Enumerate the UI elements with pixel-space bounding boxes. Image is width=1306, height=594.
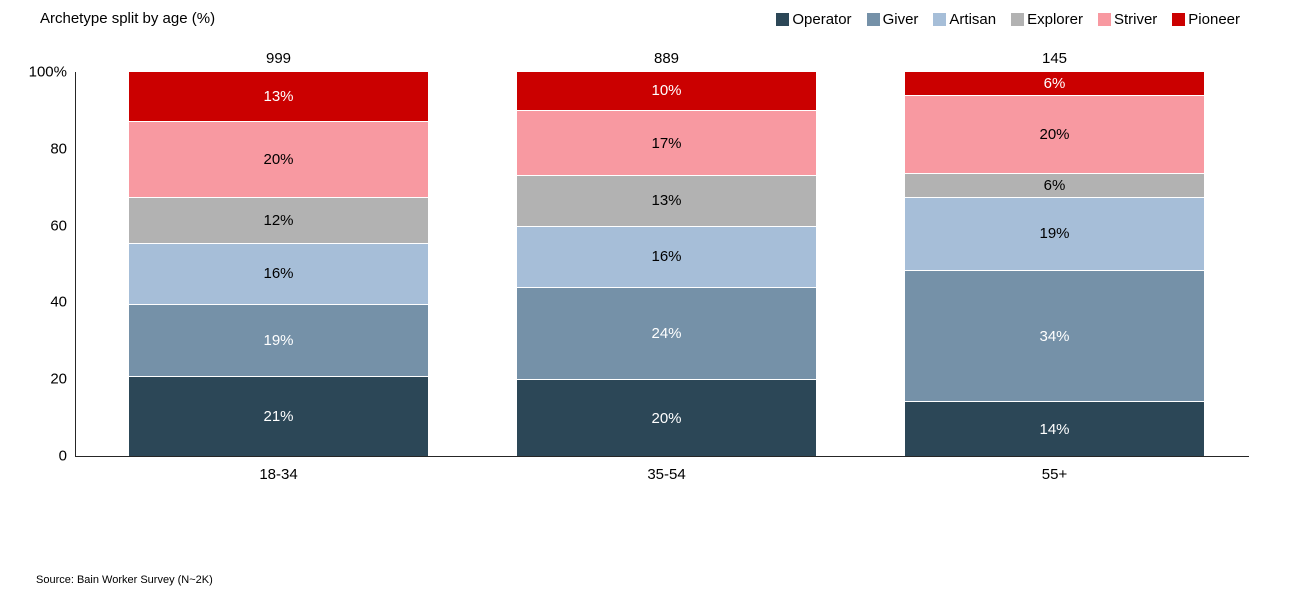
- y-tick-label: 100%: [28, 63, 67, 81]
- segment-value-label: 21%: [263, 408, 294, 426]
- bar-segment-pioneer: 13%: [129, 72, 428, 122]
- segment-value-label: 12%: [263, 211, 294, 229]
- segment-value-label: 6%: [1043, 75, 1066, 92]
- y-tick-label: 60: [50, 217, 67, 235]
- legend-swatch-giver: [866, 13, 880, 26]
- legend-swatch-artisan: [933, 13, 947, 26]
- bar-segment-operator: 21%: [129, 377, 428, 456]
- legend-label: Explorer: [1027, 11, 1083, 28]
- segment-value-label: 14%: [1039, 420, 1070, 438]
- legend-swatch-operator: [776, 13, 790, 26]
- legend-item-pioneer: Pioneer: [1172, 11, 1240, 28]
- legend-swatch-explorer: [1011, 13, 1025, 26]
- bar-segment-artisan: 16%: [129, 243, 428, 305]
- segment-value-label: 20%: [1039, 125, 1070, 143]
- segment-value-label: 16%: [263, 265, 294, 283]
- bar-segment-explorer: 6%: [905, 173, 1204, 198]
- bar-segment-explorer: 12%: [129, 197, 428, 244]
- y-tick-label: 40: [50, 293, 67, 311]
- segment-value-label: 10%: [651, 82, 682, 100]
- bar-total-label: 889: [653, 50, 680, 67]
- legend-item-artisan: Artisan: [933, 11, 996, 28]
- legend-item-striver: Striver: [1097, 11, 1158, 28]
- segment-value-label: 13%: [263, 87, 294, 105]
- bar-segment-explorer: 13%: [517, 176, 816, 227]
- chart-legend: Operator Giver Artisan Explorer Striver Pione…: [776, 11, 1240, 28]
- source-note: Source: Bain Worker Survey (N~2K): [36, 574, 213, 586]
- segment-value-label: 34%: [1039, 327, 1070, 345]
- segment-value-label: 6%: [1043, 176, 1066, 194]
- stacked-bar-18-34: 21% 19% 16% 12% 20% 13%: [129, 72, 428, 456]
- bar-segment-giver: 34%: [905, 271, 1204, 403]
- bar-segment-artisan: 16%: [517, 226, 816, 289]
- segment-value-label: 20%: [651, 409, 682, 427]
- bar-segment-pioneer: 6%: [905, 72, 1204, 96]
- segment-value-label: 16%: [651, 248, 682, 266]
- segment-value-label: 24%: [651, 325, 682, 343]
- x-axis-category-label: 55+: [1041, 466, 1068, 483]
- bar-segment-striver: 20%: [905, 95, 1204, 174]
- y-tick-label: 20: [50, 370, 67, 388]
- bar-segment-giver: 19%: [129, 304, 428, 378]
- y-axis-ticks: 100% 80 60 40 20 0: [0, 65, 67, 464]
- chart-title: Archetype split by age (%): [40, 10, 216, 27]
- legend-item-explorer: Explorer: [1011, 11, 1083, 28]
- plot-area: 21% 19% 16% 12% 20% 13% 999 18-34 20% 24% 16% 13% 17…: [75, 50, 1249, 483]
- bar-segment-operator: 14%: [905, 402, 1204, 456]
- bar-segment-pioneer: 10%: [517, 72, 816, 111]
- legend-label: Operator: [792, 11, 852, 28]
- segment-value-label: 13%: [651, 192, 682, 210]
- segment-value-label: 19%: [263, 332, 294, 350]
- x-axis-category-label: 18-34: [259, 466, 298, 483]
- legend-swatch-pioneer: [1172, 13, 1186, 26]
- bar-total-label: 999: [265, 50, 292, 67]
- legend-label: Giver: [882, 11, 919, 28]
- bar-segment-striver: 20%: [129, 121, 428, 198]
- legend-label: Pioneer: [1188, 11, 1240, 28]
- legend-label: Striver: [1113, 11, 1158, 28]
- legend-item-giver: Giver: [866, 11, 919, 28]
- stacked-bar-35-54: 20% 24% 16% 13% 17% 10%: [517, 72, 816, 456]
- bar-segment-operator: 20%: [517, 380, 816, 456]
- bar-segment-giver: 24%: [517, 288, 816, 381]
- legend-swatch-striver: [1097, 13, 1111, 26]
- y-tick-label: 0: [58, 447, 67, 465]
- legend-item-operator: Operator: [776, 11, 852, 28]
- stacked-bar-55-: 14% 34% 19% 6% 20% 6%: [905, 72, 1204, 456]
- bar-segment-artisan: 19%: [905, 197, 1204, 272]
- segment-value-label: 17%: [651, 134, 682, 152]
- y-tick-label: 80: [50, 140, 67, 158]
- x-axis-category-label: 35-54: [647, 466, 686, 483]
- segment-value-label: 20%: [263, 150, 294, 168]
- bar-total-label: 145: [1041, 50, 1068, 67]
- bar-segment-striver: 17%: [517, 110, 816, 177]
- segment-value-label: 19%: [1039, 225, 1070, 243]
- legend-label: Artisan: [949, 11, 997, 28]
